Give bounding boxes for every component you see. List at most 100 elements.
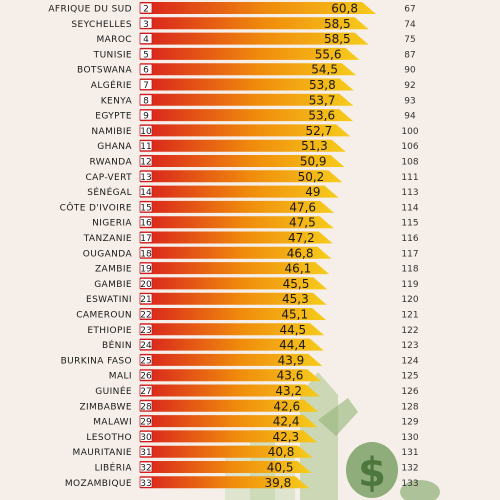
- bar: [140, 231, 333, 244]
- world-rank-label: 123: [401, 341, 418, 351]
- table-row: 21 ESWATINI 45,3 120: [86, 292, 419, 306]
- world-rank-label: 118: [401, 265, 418, 275]
- rank-label: 30: [140, 433, 152, 443]
- world-rank-label: 129: [401, 418, 418, 428]
- value-label: 51,3: [301, 139, 328, 153]
- rank-box: [139, 247, 153, 259]
- rank-box: [139, 140, 153, 152]
- country-label: OUGANDA: [83, 249, 133, 259]
- rank-label: 28: [140, 402, 152, 412]
- bar: [140, 78, 354, 91]
- table-row: 7 ALGÉRIE 53,8 92: [91, 78, 416, 92]
- country-label: ESWATINI: [86, 295, 132, 305]
- world-rank-label: 121: [401, 311, 418, 321]
- rank-box: [139, 17, 153, 29]
- world-rank-label: 133: [401, 479, 418, 489]
- country-label: KENYA: [101, 96, 133, 106]
- value-label: 55,6: [315, 47, 342, 61]
- rank-box: [139, 109, 153, 121]
- rank-label: 13: [140, 173, 151, 183]
- table-row: 28 ZIMBABWE 42,6 128: [79, 399, 418, 413]
- rank-box: [139, 323, 153, 335]
- value-label: 40,5: [267, 461, 294, 475]
- country-label: GHANA: [97, 142, 132, 152]
- country-label: NIGERIA: [92, 219, 132, 229]
- rank-box: [139, 369, 153, 381]
- country-label: ZIMBABWE: [79, 402, 132, 412]
- table-row: 25 BURKINA FASO 43,9 124: [61, 353, 419, 367]
- country-label: ALGÉRIE: [91, 79, 132, 91]
- value-label: 44,4: [279, 338, 306, 352]
- rank-box: [139, 2, 153, 14]
- rank-label: 15: [140, 203, 151, 213]
- value-label: 42,6: [273, 399, 300, 413]
- rank-box: [139, 385, 153, 396]
- table-row: 13 CAP-VERT 50,2 111: [85, 170, 418, 184]
- world-rank-label: 114: [401, 203, 418, 213]
- rank-label: 10: [140, 127, 152, 137]
- country-label: BÉNIN: [102, 339, 132, 351]
- rank-label: 21: [140, 295, 151, 305]
- table-row: 33 MOZAMBIQUE 39,8 133: [65, 476, 419, 490]
- value-label: 47,5: [289, 216, 316, 230]
- value-label: 60,8: [331, 2, 358, 16]
- world-rank-label: 128: [401, 402, 418, 412]
- rank-box: [139, 79, 153, 90]
- country-label: BOTSWANA: [77, 66, 132, 76]
- bar: [140, 476, 310, 489]
- bar: [140, 399, 319, 412]
- country-label: GUINÉE: [95, 385, 132, 397]
- value-label: 53,7: [309, 93, 336, 107]
- country-label: TUNISIE: [93, 50, 132, 60]
- country-label: BURKINA FASO: [61, 356, 132, 366]
- bar: [140, 308, 327, 320]
- table-row: 10 NAMIBIE 52,7 100: [91, 124, 418, 138]
- value-label: 43,9: [278, 353, 305, 367]
- value-label: 39,8: [265, 476, 292, 490]
- value-label: 45,3: [282, 292, 309, 306]
- rank-box: [139, 232, 153, 243]
- world-rank-label: 100: [401, 127, 418, 137]
- table-row: 19 ZAMBIE 46,1 118: [95, 262, 419, 276]
- value-label: 58,5: [324, 17, 351, 31]
- bar: [140, 139, 346, 152]
- country-label: MAROC: [96, 35, 132, 45]
- value-label: 58,5: [324, 32, 351, 46]
- rank-label: 16: [140, 219, 152, 229]
- rank-box: [139, 94, 153, 106]
- table-row: 9 EGYPTE 53,6 94: [95, 109, 416, 123]
- country-label: EGYPTE: [95, 112, 132, 122]
- world-rank-label: 92: [404, 81, 415, 91]
- rank-box: [139, 33, 153, 44]
- table-row: 31 MAURITANIE 40,8 131: [73, 445, 419, 459]
- rank-label: 14: [140, 188, 152, 198]
- world-rank-label: 111: [401, 173, 418, 183]
- country-label: ZAMBIE: [95, 265, 132, 275]
- country-label: CAMEROUN: [76, 311, 132, 321]
- bar: [140, 63, 356, 76]
- world-rank-label: 124: [401, 356, 418, 366]
- value-label: 49: [305, 185, 320, 199]
- rank-box: [139, 201, 153, 213]
- table-row: 2 AFRIQUE DU SUD 60,8 67: [48, 2, 415, 16]
- country-label: CÔTE D'IVOIRE: [60, 201, 132, 213]
- rank-box: [139, 277, 153, 289]
- country-label: GAMBIE: [94, 280, 132, 290]
- rank-label: 26: [140, 372, 152, 382]
- rank-box: [139, 48, 153, 60]
- rank-box: [139, 461, 153, 473]
- country-label: LIBÉRIA: [95, 462, 133, 474]
- table-row: 27 GUINÉE 43,2 126: [95, 384, 419, 398]
- world-rank-label: 75: [404, 35, 415, 45]
- rank-label: 27: [140, 387, 151, 397]
- table-row: 14 SÉNÉGAL 49 113: [87, 185, 418, 199]
- value-label: 43,6: [277, 369, 304, 383]
- table-row: 18 OUGANDA 46,8 117: [83, 246, 419, 260]
- rank-label: 6: [143, 66, 149, 76]
- table-row: 32 LIBÉRIA 40,5 132: [95, 461, 419, 475]
- rank-box: [139, 476, 153, 488]
- bar: [140, 2, 376, 14]
- bar: [140, 323, 325, 336]
- value-label: 42,3: [272, 430, 299, 444]
- country-label: MAURITANIE: [73, 448, 132, 458]
